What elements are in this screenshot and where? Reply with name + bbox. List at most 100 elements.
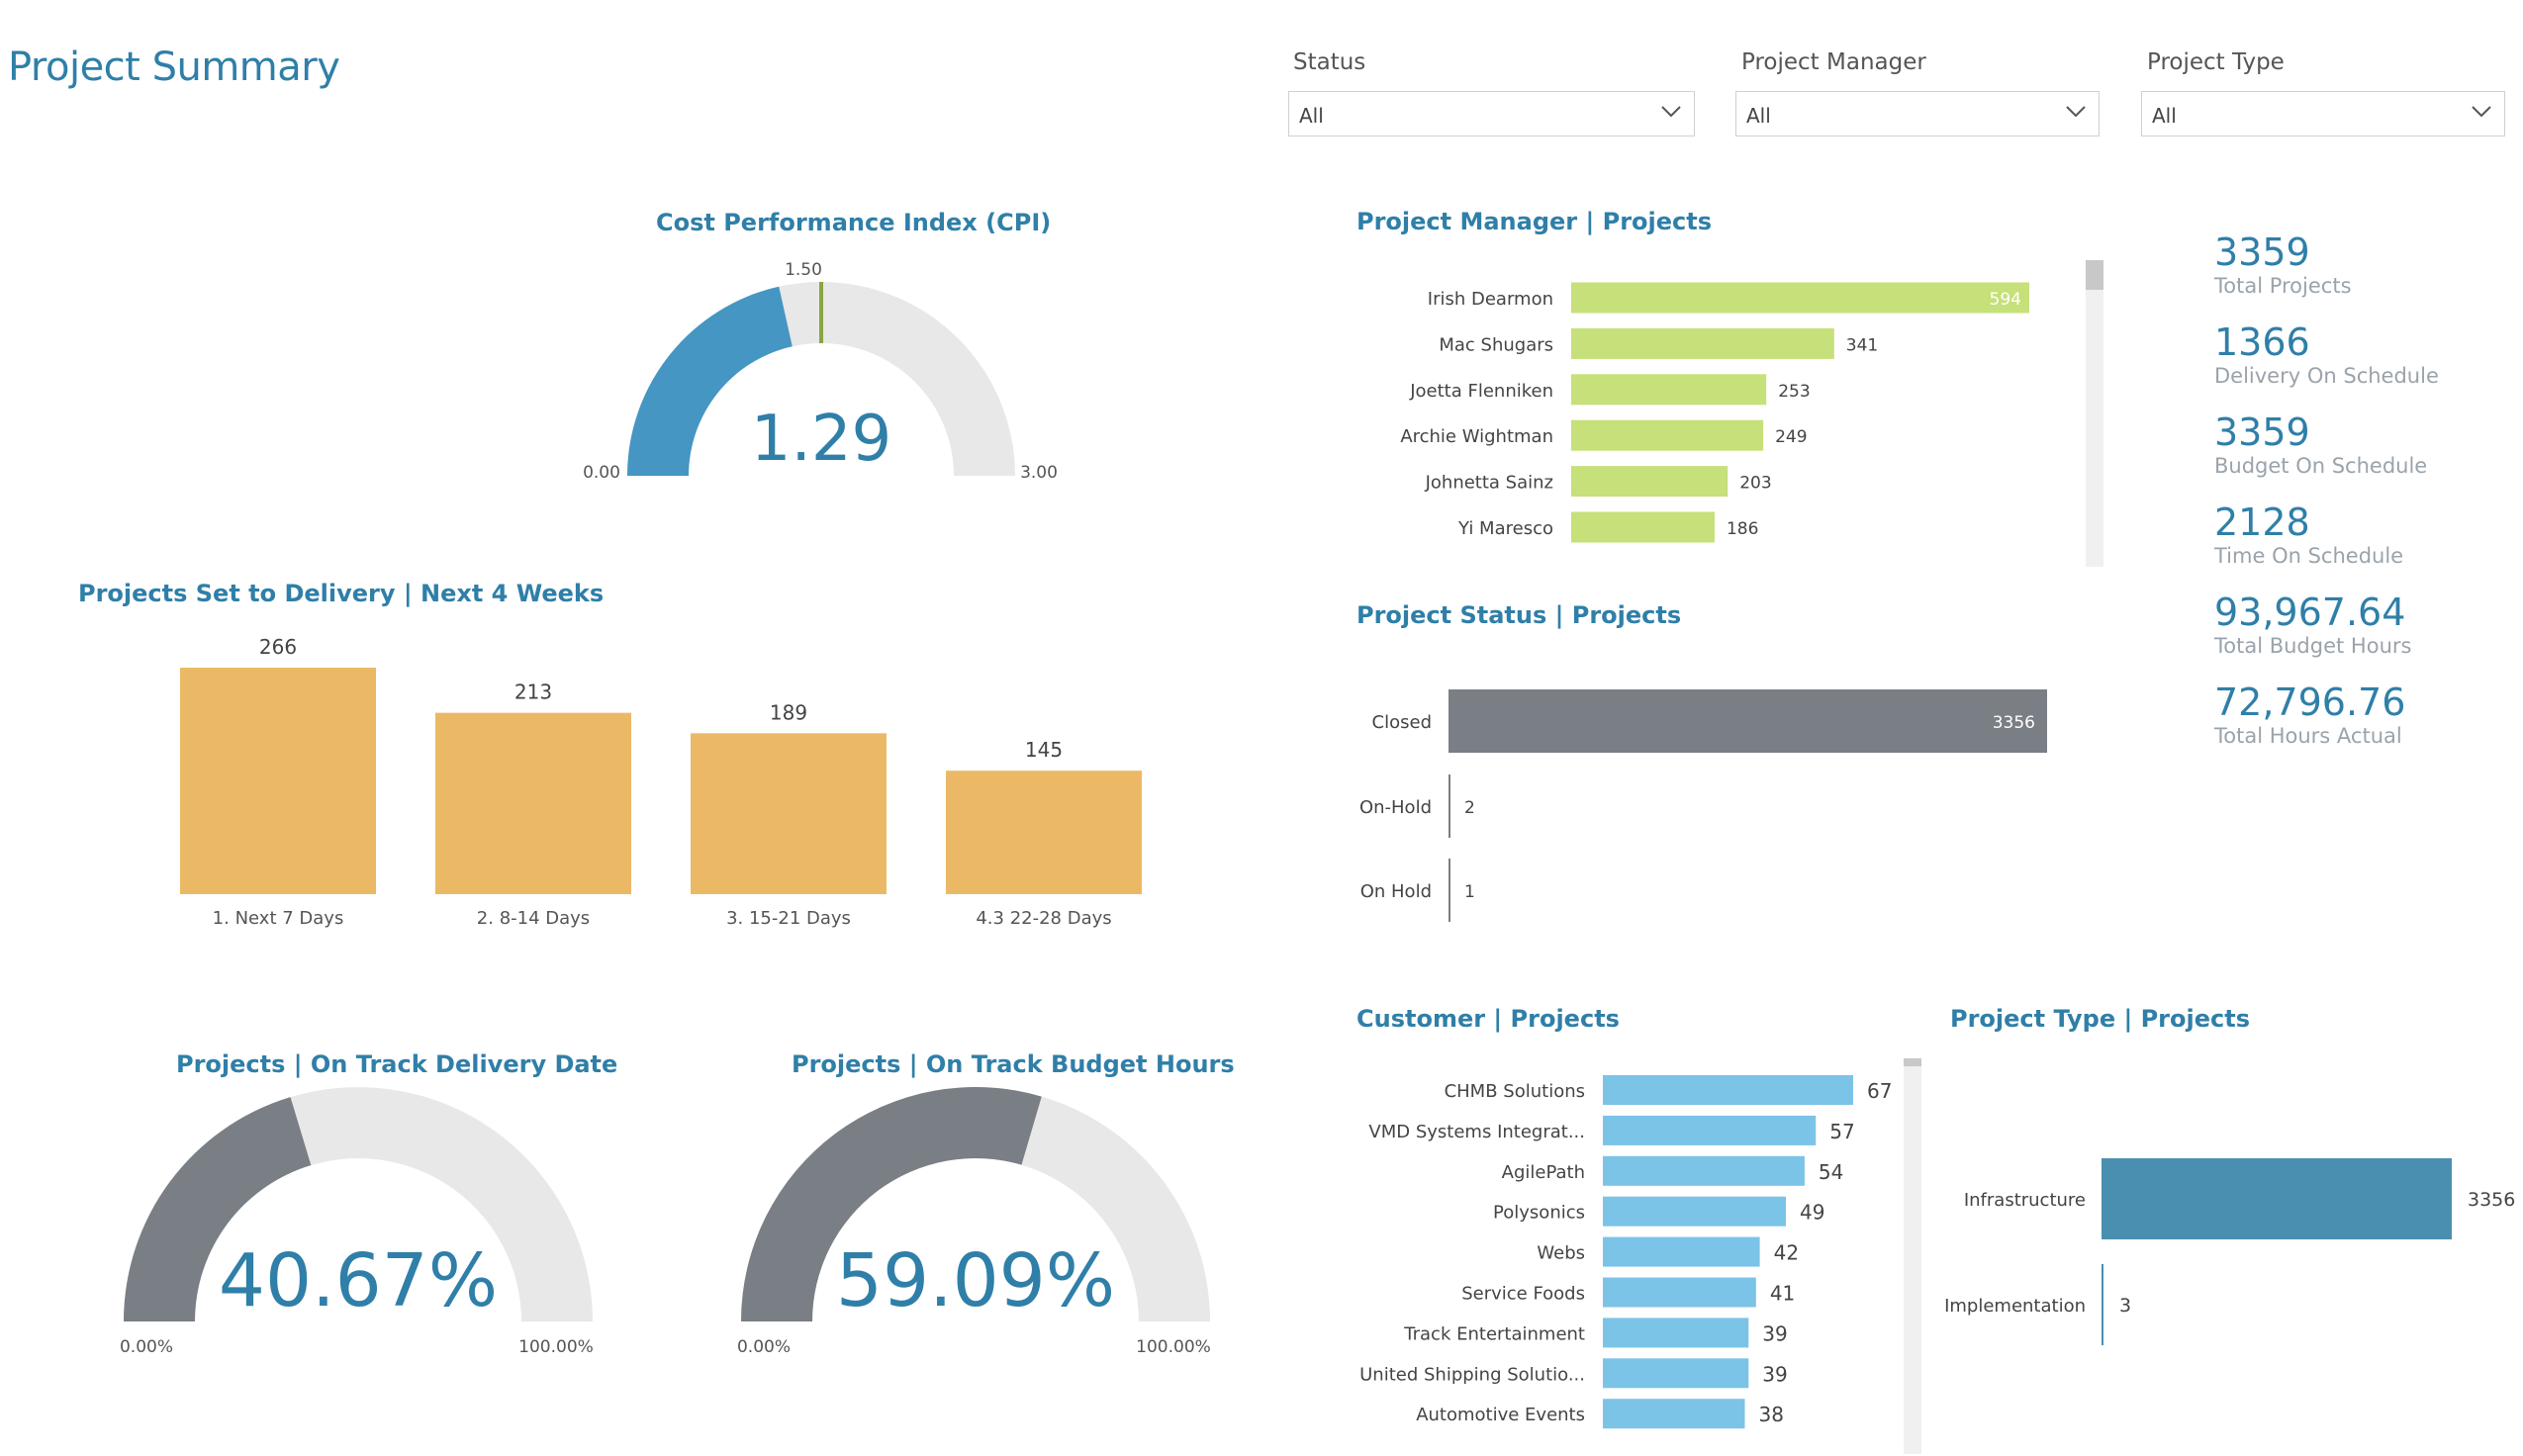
- status-bar-value: 3356: [1993, 713, 2035, 733]
- manager-bar-value: 186: [1727, 519, 1758, 539]
- manager-bar-label: Irish Dearmon: [1428, 289, 1553, 310]
- kpi-value: 93,967.64: [2214, 591, 2406, 634]
- project-manager-filter-value: All: [1746, 104, 1771, 128]
- manager-bar: [1571, 511, 1715, 543]
- status-filter-value: All: [1299, 104, 1324, 128]
- chevron-down-icon: [2066, 106, 2086, 118]
- week-bar-label: 3. 15-21 Days: [726, 908, 851, 929]
- kpi-label: Total Projects: [2214, 274, 2352, 298]
- chevron-down-icon: [2472, 106, 2491, 118]
- kpi-label: Total Hours Actual: [2214, 724, 2402, 748]
- kpi-card-total-hours-actual: 72,796.76 Total Hours Actual: [2214, 681, 2501, 771]
- manager-bar: [1571, 466, 1729, 498]
- week-bar: [180, 668, 376, 894]
- kpi-card-total-projects: 3359 Total Projects: [2214, 230, 2501, 320]
- kpi-value: 72,796.76: [2214, 681, 2406, 724]
- week-bar: [946, 771, 1142, 894]
- kpi-value: 1366: [2214, 320, 2310, 364]
- type-bar: [2102, 1158, 2452, 1239]
- customer-bar-value: 57: [1829, 1120, 1854, 1143]
- status-bar: [1448, 689, 2047, 753]
- status-bar: [1448, 859, 1450, 922]
- week-bar-value: 213: [514, 681, 552, 704]
- budget-gauge-fill: [740, 1087, 1042, 1321]
- status-filter-label: Status: [1293, 49, 1366, 75]
- customer-bar: [1603, 1318, 1749, 1348]
- kpi-label: Delivery On Schedule: [2214, 364, 2439, 388]
- customer-bar: [1603, 1236, 1760, 1267]
- customer-scrollbar-thumb[interactable]: [1904, 1058, 1921, 1066]
- manager-bar-label: Archie Wightman: [1400, 426, 1553, 447]
- kpi-label: Time On Schedule: [2214, 544, 2404, 568]
- week-bar-value: 266: [259, 635, 297, 659]
- cpi-target-label: 1.50: [785, 260, 822, 280]
- kpi-label: Total Budget Hours: [2214, 634, 2412, 658]
- delivery-gauge-max-label: 100.00%: [518, 1337, 594, 1357]
- customer-bar: [1603, 1155, 1805, 1186]
- status-filter-dropdown[interactable]: All: [1288, 91, 1695, 136]
- delivery-gauge-value: 40.67%: [219, 1238, 498, 1323]
- project-type-filter-dropdown[interactable]: All: [2141, 91, 2505, 136]
- week-bar-value: 145: [1025, 738, 1063, 762]
- kpi-value: 2128: [2214, 500, 2310, 544]
- manager-bar: [1571, 282, 2029, 314]
- customer-bar-label: Service Foods: [1461, 1284, 1585, 1305]
- manager-bar: [1571, 374, 1767, 406]
- customer-bar-value: 67: [1867, 1079, 1892, 1103]
- type-bar: [2102, 1264, 2103, 1345]
- status-title: Project Status | Projects: [1356, 601, 1682, 629]
- project-manager-filter-dropdown[interactable]: All: [1735, 91, 2100, 136]
- status-bar-value: 2: [1464, 798, 1475, 818]
- customer-bar: [1603, 1196, 1787, 1227]
- status-bar-label: On Hold: [1360, 881, 1432, 902]
- kpi-label: Budget On Schedule: [2214, 454, 2428, 478]
- manager-bar-value: 594: [1990, 290, 2021, 310]
- customer-bar-value: 39: [1762, 1362, 1787, 1386]
- type-title: Project Type | Projects: [1950, 1005, 2250, 1033]
- type-bar-value: 3356: [2468, 1189, 2515, 1211]
- customer-bar-value: 38: [1758, 1403, 1783, 1426]
- delivery-gauge-min-label: 0.00%: [120, 1337, 173, 1357]
- cpi-value: 1.29: [751, 403, 892, 476]
- delivery-gauge-fill: [124, 1097, 312, 1321]
- customer-scrollbar[interactable]: [1904, 1058, 1921, 1454]
- type-bar-label: Infrastructure: [1964, 1190, 2086, 1211]
- customer-bar-value: 41: [1770, 1282, 1795, 1306]
- cpi-min-label: 0.00: [583, 463, 620, 483]
- kpi-panel: 3359 Total Projects 1366 Delivery On Sch…: [2214, 230, 2501, 771]
- manager-bar-value: 341: [1846, 335, 1878, 355]
- page-title: Project Summary: [8, 45, 340, 90]
- manager-bar-label: Johnetta Sainz: [1425, 473, 1553, 494]
- manager-bar: [1571, 327, 1834, 359]
- budget-gauge-max-label: 100.00%: [1136, 1337, 1211, 1357]
- manager-bar-value: 253: [1778, 382, 1810, 402]
- delivery-gauge-title: Projects | On Track Delivery Date: [176, 1050, 618, 1078]
- kpi-card-budget-on-schedule: 3359 Budget On Schedule: [2214, 410, 2501, 500]
- project-manager-filter-label: Project Manager: [1741, 49, 1926, 75]
- customer-bar: [1603, 1075, 1853, 1105]
- kpi-value: 3359: [2214, 230, 2310, 274]
- cpi-gauge-fill: [627, 286, 793, 476]
- status-bar-label: Closed: [1372, 712, 1432, 733]
- cpi-title: Cost Performance Index (CPI): [656, 209, 1052, 236]
- week-bar: [435, 712, 631, 894]
- week-bar-label: 2. 8-14 Days: [477, 908, 590, 929]
- customer-title: Customer | Projects: [1356, 1005, 1620, 1033]
- type-bar-value: 3: [2119, 1295, 2131, 1317]
- customer-bar: [1603, 1399, 1745, 1429]
- customer-bar-label: Automotive Events: [1416, 1405, 1585, 1425]
- week-bar-label: 4.3 22-28 Days: [976, 908, 1111, 929]
- kpi-card-total-budget-hours: 93,967.64 Total Budget Hours: [2214, 591, 2501, 681]
- customer-bar-label: CHMB Solutions: [1445, 1081, 1585, 1102]
- customer-bar-value: 39: [1762, 1321, 1787, 1345]
- status-bar-value: 1: [1464, 882, 1475, 902]
- manager-scrollbar-thumb[interactable]: [2086, 260, 2103, 290]
- project-type-filter-value: All: [2152, 104, 2177, 128]
- customer-bar-value: 49: [1800, 1201, 1824, 1225]
- status-bar-label: On-Hold: [1359, 797, 1432, 818]
- week-bar: [691, 733, 887, 894]
- next4weeks-title: Projects Set to Delivery | Next 4 Weeks: [78, 580, 605, 607]
- manager-scrollbar[interactable]: [2086, 260, 2103, 567]
- chevron-down-icon: [1661, 106, 1681, 118]
